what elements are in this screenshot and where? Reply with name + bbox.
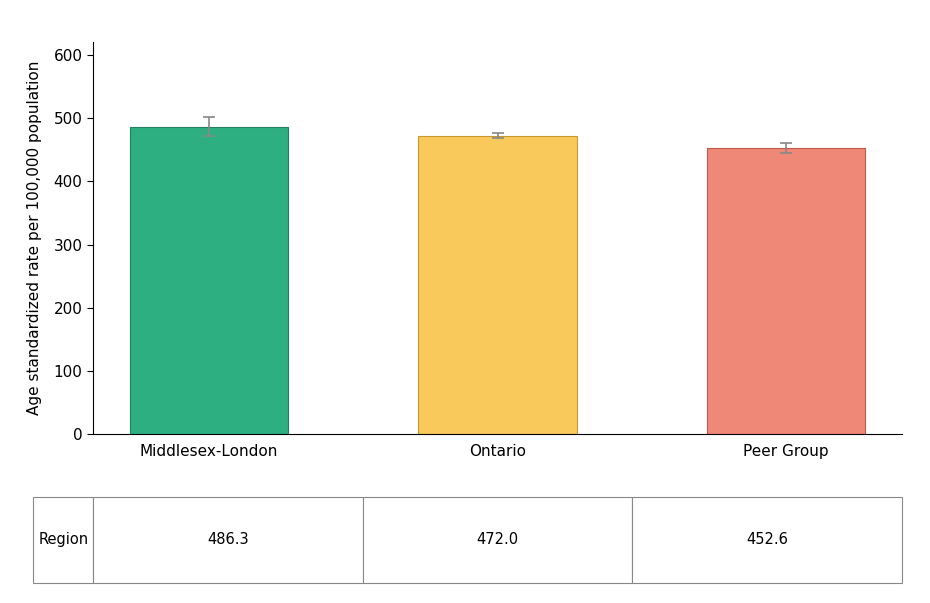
Y-axis label: Age standardized rate per 100,000 population: Age standardized rate per 100,000 popula… bbox=[28, 61, 43, 415]
Bar bbox=[707, 148, 865, 434]
Bar bbox=[130, 127, 288, 434]
Bar bbox=[418, 136, 577, 434]
